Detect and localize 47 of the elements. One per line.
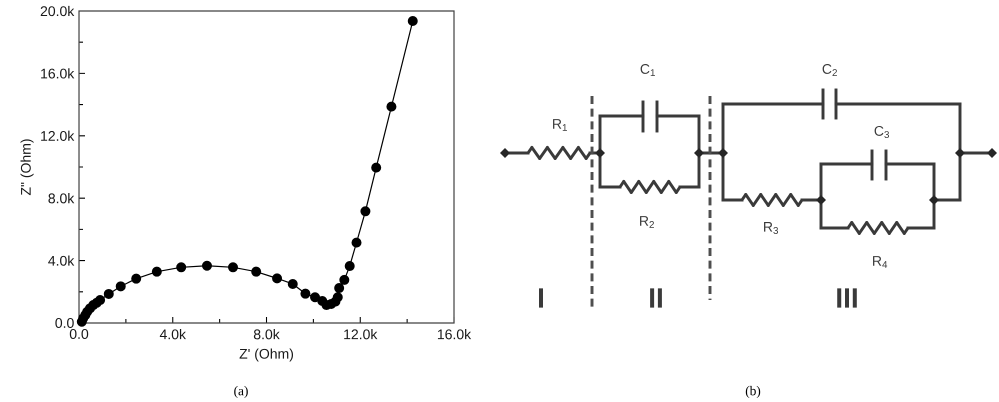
y-tick-label: 20.0k — [40, 6, 74, 16]
x-tick-label: 0.0 — [70, 329, 88, 339]
y-tick-label: 4.0k — [48, 255, 74, 266]
point — [408, 16, 418, 26]
y-axis-title: Z" (Ohm) — [20, 139, 34, 196]
y-tick-label: 16.0k — [41, 68, 74, 79]
x-axis-title: Z' (Ohm) — [240, 348, 294, 362]
point — [334, 283, 344, 294]
point — [288, 278, 298, 289]
point — [131, 274, 142, 284]
text: C$_{1}$ — [640, 64, 655, 76]
point — [104, 288, 114, 299]
point — [332, 292, 343, 302]
point — [344, 261, 355, 272]
text: II — [650, 288, 662, 308]
point — [371, 162, 382, 173]
point — [300, 288, 310, 299]
point — [202, 260, 212, 271]
point — [116, 281, 126, 292]
x-tick-label: 12.0k — [344, 329, 378, 340]
point — [95, 295, 106, 306]
point — [352, 238, 362, 248]
y-tick-label: 0.0 — [55, 318, 74, 328]
text: (a) — [234, 386, 248, 398]
text: R$_{4}$ — [873, 256, 888, 268]
text: R$_{3}$ — [764, 222, 778, 234]
point — [272, 273, 282, 284]
x-tick-label: 8.0k — [254, 329, 280, 340]
x-tick-label: 16.0k — [438, 329, 472, 340]
text: R$_{2}$ — [640, 216, 654, 228]
text: (b) — [746, 386, 760, 398]
point — [339, 274, 350, 285]
text: C$_{3}$ — [874, 126, 890, 138]
point — [310, 292, 320, 302]
text: C$_{2}$ — [822, 64, 837, 76]
y-tick-label: 8.0k — [48, 193, 74, 204]
point — [176, 262, 186, 272]
point — [251, 266, 262, 277]
point — [386, 102, 396, 112]
y-tick-label: 12.0k — [41, 130, 74, 141]
x-tick-label: 4.0k — [160, 329, 186, 340]
text: III — [837, 288, 857, 308]
text: R$_{1}$ — [553, 119, 567, 131]
point — [228, 262, 238, 272]
text: I — [539, 288, 544, 308]
point — [152, 266, 162, 277]
point — [360, 206, 370, 216]
